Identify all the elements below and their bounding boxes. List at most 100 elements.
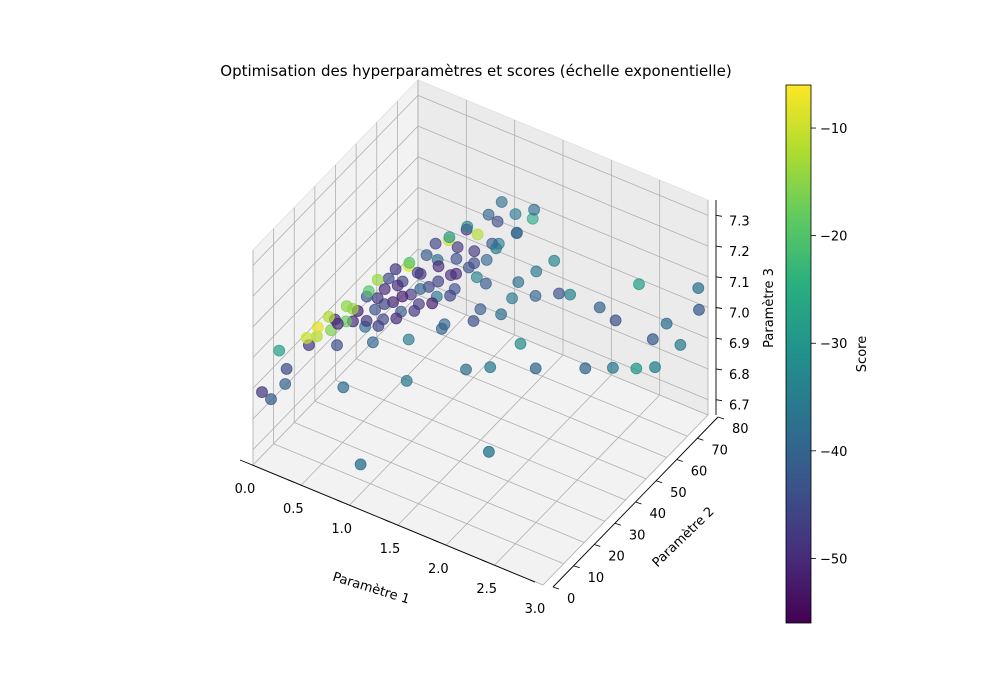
grid-line xyxy=(273,443,564,565)
x-tick-label: 3.0 xyxy=(525,602,546,617)
y-tick-label: 0 xyxy=(567,592,575,607)
data-point xyxy=(378,298,391,311)
grid-line xyxy=(252,95,419,266)
y-tick-mark xyxy=(655,480,663,484)
data-point xyxy=(256,386,268,399)
data-point xyxy=(495,308,508,321)
data-point xyxy=(490,242,503,255)
y-tick-mark xyxy=(676,459,683,462)
y-tick-mark xyxy=(697,437,704,441)
data-point xyxy=(482,208,495,221)
data-point xyxy=(479,277,492,290)
y-tick-label: 70 xyxy=(711,443,728,458)
x-tick-mark xyxy=(336,499,342,503)
data-point xyxy=(693,303,705,316)
data-point xyxy=(311,321,324,334)
z-tick-mark xyxy=(715,399,723,402)
grid-line xyxy=(294,422,585,543)
data-point xyxy=(630,362,643,375)
z-tick-label: 6.8 xyxy=(729,368,750,383)
grid-line xyxy=(252,279,419,450)
y-tick-mark xyxy=(552,586,560,590)
data-point xyxy=(360,314,373,327)
data-point xyxy=(389,263,402,276)
x-tick-mark xyxy=(481,559,487,563)
x-tick-labels: 0.0 0.5 1.0 1.5 2.0 2.5 3.0 xyxy=(235,459,546,617)
z-tick-mark xyxy=(715,307,723,309)
data-point xyxy=(354,458,367,471)
data-point xyxy=(607,361,619,374)
data-point xyxy=(529,362,542,375)
data-point xyxy=(280,362,293,375)
data-point xyxy=(402,333,415,346)
colorbar-label: Score xyxy=(855,336,870,372)
data-point xyxy=(450,252,463,265)
data-point xyxy=(579,362,592,375)
data-point xyxy=(369,303,382,316)
data-point xyxy=(511,226,523,239)
data-point xyxy=(491,215,504,228)
data-point xyxy=(529,289,542,302)
grid-line xyxy=(417,294,709,416)
x-tick-mark xyxy=(529,579,536,583)
data-point xyxy=(509,208,522,221)
z-tick-label: 7.3 xyxy=(729,214,750,229)
data-point xyxy=(692,282,705,295)
y-tick-mark xyxy=(614,522,622,526)
y-tick-mark xyxy=(594,544,601,547)
data-point xyxy=(506,292,518,305)
data-point xyxy=(470,271,483,284)
data-point xyxy=(408,304,421,317)
z-tick-mark xyxy=(715,276,723,279)
data-point xyxy=(279,378,292,390)
grid-line xyxy=(376,337,667,458)
data-point xyxy=(331,339,343,352)
data-point xyxy=(512,276,525,289)
data-point xyxy=(548,254,561,267)
data-point xyxy=(484,361,497,374)
z-tick-mark xyxy=(715,245,723,248)
data-point xyxy=(451,241,464,254)
data-point xyxy=(391,279,404,292)
x-tick-mark xyxy=(288,479,294,483)
y-tick-label: 60 xyxy=(691,465,708,480)
data-point xyxy=(390,312,403,325)
x-tick-label: 2.5 xyxy=(476,582,497,597)
x-tick-label: 1.5 xyxy=(380,542,401,557)
y-tick-label: 10 xyxy=(588,571,605,586)
data-point xyxy=(633,278,645,291)
grid-line xyxy=(397,315,688,437)
data-point xyxy=(435,322,448,335)
colorbar-ticks: −10 −20 −30 −40 −50 xyxy=(811,122,847,567)
data-point xyxy=(414,283,427,295)
data-point xyxy=(443,231,456,244)
data-point xyxy=(432,275,445,288)
x-tick-mark xyxy=(433,539,439,543)
data-point xyxy=(514,337,527,350)
data-point xyxy=(674,338,687,351)
data-point xyxy=(403,256,416,269)
data-point xyxy=(322,310,335,323)
z-tick-label: 6.7 xyxy=(729,399,750,414)
y-tick-label: 80 xyxy=(732,422,749,437)
data-point xyxy=(495,196,508,208)
chart-title: Optimisation des hyperparamètres et scor… xyxy=(220,62,731,80)
data-points xyxy=(256,196,705,471)
x-tick-label: 0.5 xyxy=(283,502,304,517)
data-point xyxy=(366,336,379,349)
data-point xyxy=(564,288,576,301)
data-point xyxy=(426,297,439,310)
data-point xyxy=(400,374,413,387)
data-point xyxy=(340,300,353,313)
grid-line xyxy=(417,94,709,216)
grid-line xyxy=(335,379,626,501)
data-point xyxy=(371,273,384,286)
data-point xyxy=(372,320,385,332)
y-tick-label: 30 xyxy=(629,528,646,543)
grid-line xyxy=(417,217,709,339)
grid-line xyxy=(417,279,709,401)
data-point xyxy=(378,283,391,296)
colorbar xyxy=(785,84,812,624)
